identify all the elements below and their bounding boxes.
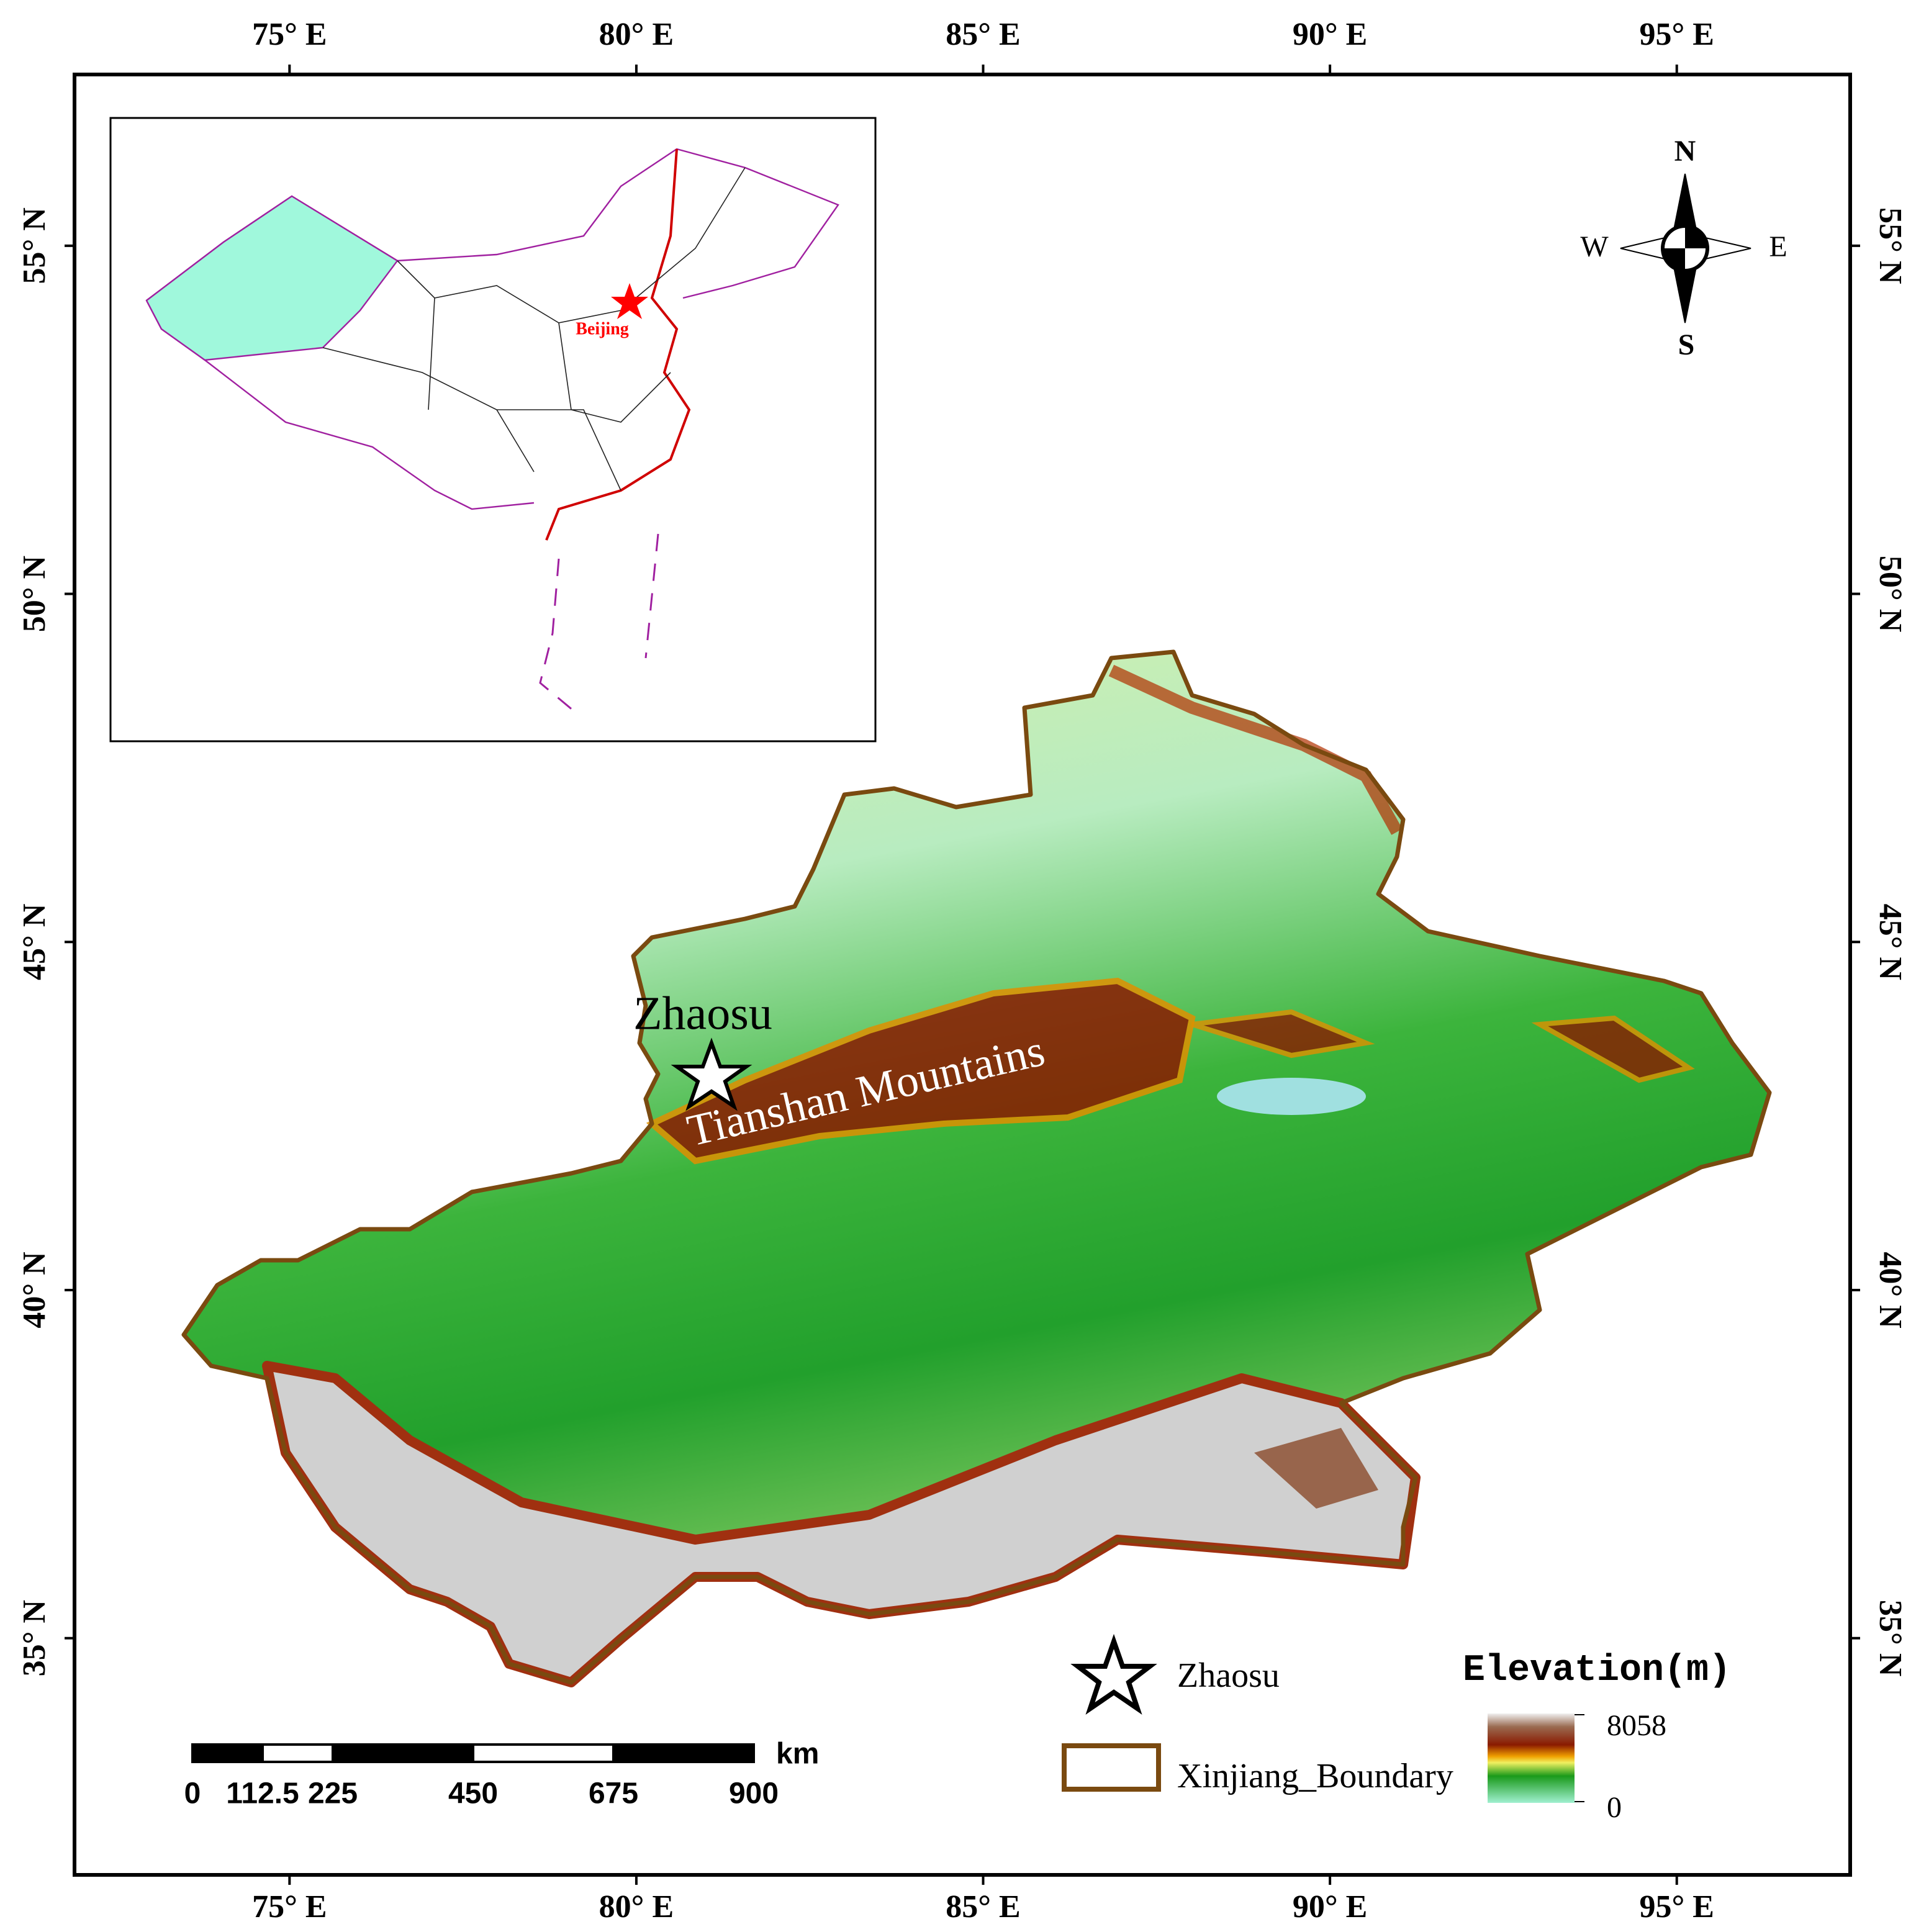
legend: Zhaosu Xinjiang_Boundary Elevation(m): [1062, 1633, 1731, 1803]
x-tick-label: 90° E: [1293, 17, 1367, 52]
scale-label: 450: [448, 1777, 498, 1810]
x-tick-label: 85° E: [946, 17, 1020, 52]
elevation-ramp: [1488, 1713, 1575, 1803]
legend-boundary-label: Xinjiang_Boundary: [1177, 1757, 1453, 1795]
legend-site-label: Zhaosu: [1177, 1656, 1280, 1695]
x-tick-label: 95° E: [1639, 17, 1714, 52]
capital-marker: [611, 283, 648, 319]
y-tick-label: 40° N: [1873, 1252, 1908, 1328]
x-tick-label: 85° E: [946, 1889, 1020, 1925]
y-tick-label: 40° N: [17, 1252, 52, 1328]
y-tick-label: 45° N: [17, 904, 52, 980]
x-tick-label: 80° E: [599, 1889, 674, 1925]
y-tick-label: 55° N: [17, 207, 52, 284]
turpan-basin: [1217, 1078, 1366, 1115]
site-label: Zhaosu: [633, 987, 772, 1039]
scale-label: 225: [308, 1777, 358, 1810]
inset-frame: [109, 117, 877, 743]
y-tick-label: 50° N: [1873, 556, 1908, 632]
scale-segment: [332, 1743, 474, 1763]
elevation-max-label: 8058: [1607, 1709, 1666, 1742]
scale-label: 0: [184, 1777, 201, 1810]
scale-unit: km: [776, 1738, 819, 1771]
y-tick-label: 50° N: [17, 556, 52, 632]
xinjiang-inset: [145, 195, 399, 361]
xinjiang-region: [181, 649, 1772, 1687]
compass-center: [1663, 226, 1707, 271]
x-tick-label: 75° E: [252, 17, 327, 52]
compass: N S E W: [1580, 135, 1787, 361]
china-coast: [545, 148, 691, 541]
compass-w: W: [1580, 230, 1609, 263]
inset-map: Beijing: [109, 117, 877, 743]
legend-elevation-title: Elevation(m): [1463, 1650, 1731, 1692]
scale-segment: [191, 1743, 264, 1763]
tianshan-range: [646, 977, 1196, 1165]
compass-e: E: [1769, 230, 1787, 263]
y-tick-label: 35° N: [17, 1600, 52, 1676]
x-tick-label: 75° E: [252, 1889, 327, 1925]
x-tick-label: 90° E: [1293, 1889, 1367, 1925]
x-tick-label: 80° E: [599, 17, 674, 52]
scale-label: 675: [589, 1777, 638, 1810]
map-frame: [73, 73, 1852, 1877]
scale-label: 900: [729, 1777, 779, 1810]
scale-segment: [472, 1743, 615, 1763]
scale-label: 112.5: [226, 1777, 299, 1810]
kunlun-peaks: [1254, 1428, 1378, 1509]
legend-boundary-symbol: [1062, 1743, 1161, 1792]
y-tick-label: 45° N: [1873, 904, 1908, 980]
y-tick-label: 35° N: [1873, 1600, 1908, 1676]
site-marker: [671, 1037, 752, 1111]
bogda-range: [1191, 1009, 1695, 1083]
x-tick-label: 95° E: [1639, 1889, 1714, 1925]
elevation-min-label: 0: [1607, 1791, 1622, 1824]
scale-segment: [612, 1743, 755, 1763]
compass-s: S: [1678, 328, 1695, 361]
compass-n: N: [1674, 135, 1696, 168]
terrain: [184, 652, 1769, 1682]
province-lines: [322, 167, 746, 491]
legend-site-symbol: [1070, 1633, 1157, 1715]
capital-label: Beijing: [576, 319, 629, 338]
xinjiang-boundary: [181, 649, 1772, 1685]
south-sea-dashes: [539, 533, 659, 715]
y-tick-label: 55° N: [1873, 207, 1908, 284]
scale-segment: [261, 1743, 334, 1763]
